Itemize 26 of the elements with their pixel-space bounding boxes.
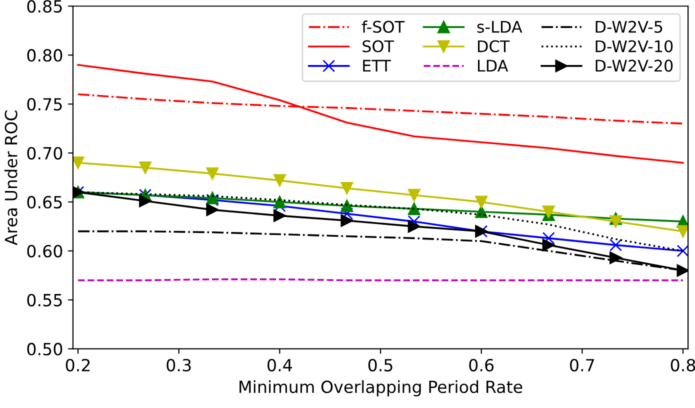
legend-label: s-LDA xyxy=(477,20,522,33)
y-tick-label: 0.55 xyxy=(27,294,62,306)
y-tick-label: 0.75 xyxy=(27,98,62,111)
legend-label: SOT xyxy=(362,40,394,52)
y-tick-label: 0.85 xyxy=(27,0,62,13)
y-tick-label: 0.65 xyxy=(27,196,62,209)
x-tick-label: 0.8 xyxy=(670,358,695,372)
legend-label: D-W2V-5 xyxy=(596,20,662,33)
y-tick-label: 0.60 xyxy=(27,244,62,258)
legend-label: D-W2V-20 xyxy=(596,60,673,72)
x-tick-label: 0.2 xyxy=(66,358,90,372)
x-tick-label: 0.7 xyxy=(570,358,594,372)
y-tick-label: 0.50 xyxy=(27,342,62,356)
x-tick-label: 0.6 xyxy=(469,358,494,372)
legend-label: DCT xyxy=(478,40,510,52)
x-tick-label: 0.4 xyxy=(268,358,292,372)
y-tick-label: 0.70 xyxy=(27,146,62,160)
x-tick-label: 0.5 xyxy=(368,358,392,372)
legend-label: ETT xyxy=(363,60,391,72)
legend-label: LDA xyxy=(478,60,508,72)
legend-label: f-SOT xyxy=(362,20,405,33)
y-axis-title: Area Under ROC xyxy=(4,110,18,246)
x-axis-title: Minimum Overlapping Period Rate xyxy=(240,380,522,396)
legend-label: D-W2V-10 xyxy=(596,40,673,52)
y-tick-label: 0.80 xyxy=(27,49,62,62)
x-tick-label: 0.3 xyxy=(166,358,191,372)
